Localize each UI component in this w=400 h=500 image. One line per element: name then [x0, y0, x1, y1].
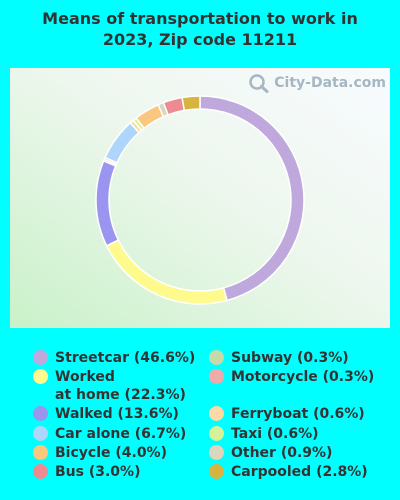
magnifier-icon [249, 74, 269, 93]
plot-area [10, 68, 390, 328]
slice-walked [95, 160, 120, 247]
watermark-text: City-Data.com [274, 75, 386, 91]
slice-car-alone [104, 121, 141, 164]
slice-bus [162, 96, 186, 116]
slice-worked-at-home [105, 239, 228, 305]
chart-title-line-1: Means of transportation to work in [42, 9, 358, 28]
chart-title: Means of transportation to work in 2023,… [0, 8, 400, 50]
slice-carpooled [181, 95, 201, 112]
slice-streetcar [199, 95, 305, 302]
watermark: City-Data.com [248, 72, 386, 94]
chart-title-line-2: 2023, Zip code 11211 [102, 30, 298, 49]
